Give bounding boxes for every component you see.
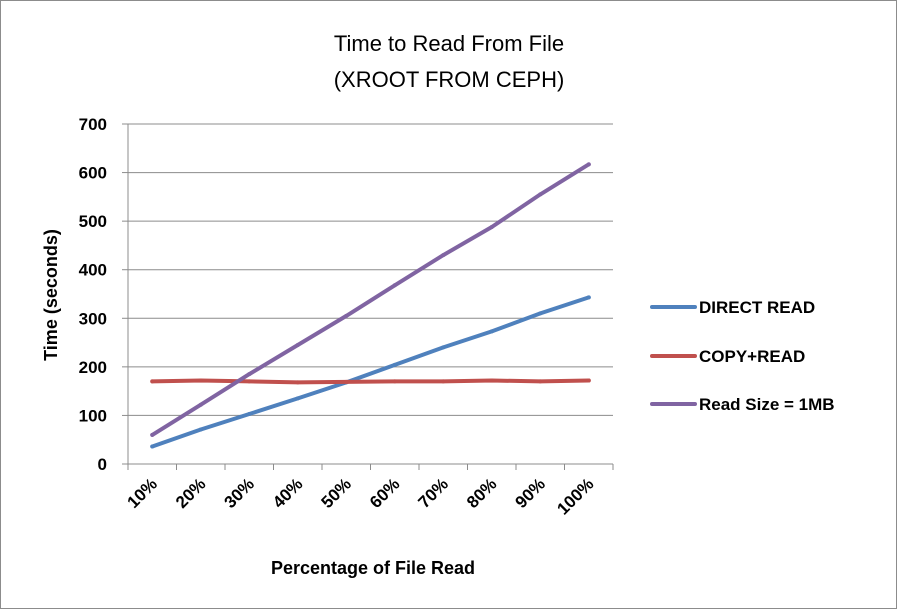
y-tick-label: 0 bbox=[98, 455, 107, 474]
x-tick-label: 10% bbox=[124, 474, 161, 511]
gridlines bbox=[128, 123, 613, 416]
data-point bbox=[441, 379, 446, 384]
y-tick-label: 400 bbox=[79, 261, 107, 280]
data-point bbox=[586, 295, 591, 300]
y-tick-label: 300 bbox=[79, 309, 107, 328]
data-point bbox=[392, 379, 397, 384]
legend: DIRECT READ COPY+READ Read Size = 1MB bbox=[650, 298, 835, 414]
x-tick-label: 60% bbox=[366, 474, 403, 511]
series-line-2 bbox=[150, 378, 591, 385]
series-lines bbox=[150, 162, 591, 449]
series-line-1 bbox=[150, 295, 591, 449]
data-point bbox=[247, 411, 252, 416]
x-tick-label: 100% bbox=[553, 474, 597, 518]
legend-entry: Read Size = 1MB bbox=[699, 395, 835, 414]
y-tick-labels: 0 100 200 300 400 500 600 700 bbox=[79, 115, 107, 474]
data-point bbox=[489, 378, 494, 383]
data-point bbox=[295, 343, 300, 347]
y-tick-label: 600 bbox=[79, 164, 107, 183]
y-tick-label: 100 bbox=[79, 406, 107, 425]
y-axis-title: Time (seconds) bbox=[41, 229, 61, 361]
data-point bbox=[586, 162, 591, 167]
axes bbox=[122, 123, 614, 470]
data-point bbox=[198, 402, 203, 407]
data-point bbox=[198, 378, 203, 383]
data-point bbox=[586, 378, 591, 383]
x-tick-label: 40% bbox=[269, 474, 306, 511]
data-point bbox=[247, 379, 252, 384]
y-tick-label: 500 bbox=[79, 212, 107, 231]
data-point bbox=[295, 396, 300, 401]
x-tick-label: 70% bbox=[415, 474, 452, 511]
data-point bbox=[198, 427, 203, 432]
x-tick-label: 30% bbox=[221, 474, 258, 511]
data-point bbox=[538, 379, 543, 384]
x-tick-labels: 10% 20% 30% 40% 50% 60% 70% 80% 90% 100% bbox=[124, 474, 598, 518]
x-tick-label: 80% bbox=[463, 474, 500, 511]
legend-entry: DIRECT READ bbox=[699, 298, 815, 317]
data-point bbox=[150, 432, 155, 437]
y-tick-label: 200 bbox=[79, 358, 107, 377]
data-point bbox=[150, 379, 155, 384]
data-point bbox=[538, 311, 543, 316]
data-point bbox=[150, 444, 155, 449]
data-point bbox=[392, 362, 397, 367]
data-point bbox=[247, 372, 252, 377]
x-axis-title: Percentage of File Read bbox=[271, 558, 475, 578]
data-point bbox=[295, 380, 300, 385]
data-point bbox=[344, 313, 349, 318]
x-tick-label: 50% bbox=[318, 474, 355, 511]
data-point bbox=[538, 192, 543, 197]
legend-entry: COPY+READ bbox=[699, 347, 805, 366]
chart-subtitle: (XROOT FROM CEPH) bbox=[334, 67, 565, 92]
x-tick-label: 90% bbox=[512, 474, 549, 511]
y-tick-label: 700 bbox=[79, 115, 107, 134]
data-point bbox=[489, 329, 494, 334]
series-line-3 bbox=[150, 162, 591, 437]
data-point bbox=[441, 345, 446, 350]
data-point bbox=[392, 283, 397, 288]
x-tick-label: 20% bbox=[172, 474, 209, 511]
chart-title: Time to Read From File bbox=[334, 31, 564, 56]
data-point bbox=[344, 379, 349, 384]
data-point bbox=[489, 224, 494, 229]
data-point bbox=[441, 253, 446, 258]
